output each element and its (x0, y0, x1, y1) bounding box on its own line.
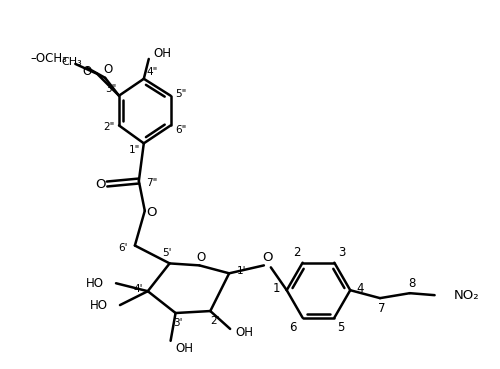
Text: 6": 6" (175, 125, 186, 135)
Text: 3": 3" (106, 84, 117, 94)
Text: 6': 6' (118, 242, 128, 252)
Text: OH: OH (235, 326, 253, 339)
Text: 7: 7 (378, 301, 386, 314)
Text: 4': 4' (133, 284, 142, 294)
Text: O: O (196, 251, 206, 264)
Text: O: O (146, 206, 157, 219)
Text: 6: 6 (289, 321, 296, 334)
Text: OH: OH (176, 342, 194, 355)
Text: HO: HO (86, 277, 104, 290)
Text: 8: 8 (408, 277, 416, 290)
Text: 7": 7" (146, 178, 158, 188)
Text: 1": 1" (129, 145, 140, 155)
Text: O: O (262, 251, 273, 264)
Text: 5': 5' (162, 248, 172, 258)
Text: 2': 2' (210, 316, 220, 326)
Text: O: O (104, 63, 112, 76)
Text: 3: 3 (338, 246, 346, 259)
Text: O: O (95, 177, 106, 190)
Text: 4": 4" (146, 67, 158, 77)
Text: 5: 5 (336, 321, 344, 334)
Text: 1: 1 (273, 282, 280, 295)
Text: –OCH₃: –OCH₃ (30, 52, 68, 65)
Text: HO: HO (90, 299, 108, 311)
Text: 1': 1' (236, 266, 246, 276)
Text: NO₂: NO₂ (454, 289, 479, 302)
Text: CH₃: CH₃ (62, 57, 82, 67)
Text: 2": 2" (104, 123, 115, 132)
Text: 4: 4 (356, 282, 364, 295)
Text: 5": 5" (175, 89, 186, 99)
Text: OH: OH (154, 48, 172, 61)
Text: 2: 2 (293, 246, 300, 259)
Text: 3': 3' (173, 318, 182, 328)
Text: O: O (82, 65, 92, 78)
